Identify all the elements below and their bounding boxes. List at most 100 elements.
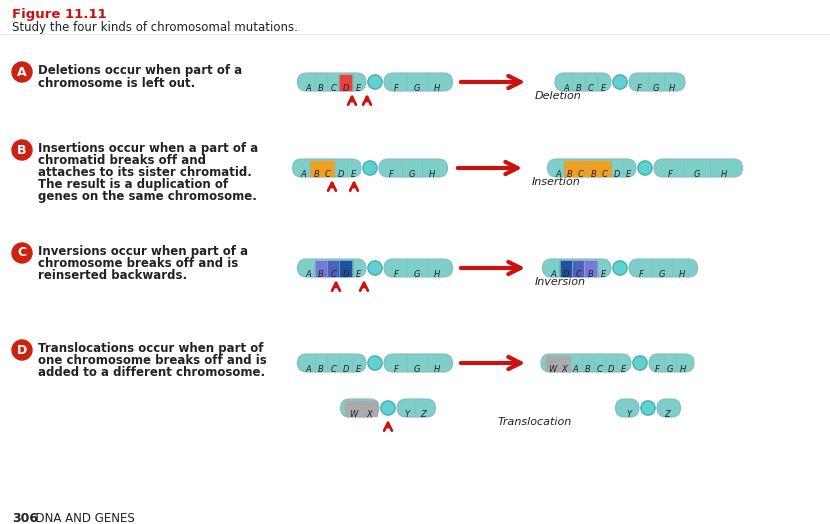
FancyBboxPatch shape	[379, 159, 447, 177]
Text: C: C	[330, 270, 336, 279]
Text: Z: Z	[665, 410, 671, 419]
Text: D: D	[343, 270, 349, 279]
FancyBboxPatch shape	[297, 259, 366, 277]
FancyBboxPatch shape	[555, 73, 611, 91]
FancyBboxPatch shape	[384, 354, 452, 372]
FancyBboxPatch shape	[654, 159, 743, 177]
Text: D: D	[338, 170, 344, 179]
Text: W: W	[349, 410, 358, 419]
Text: A: A	[305, 84, 311, 93]
Circle shape	[368, 261, 382, 275]
Circle shape	[381, 401, 395, 415]
Text: D: D	[563, 270, 569, 279]
Text: H: H	[429, 170, 436, 179]
Text: Insertions occur when a part of a: Insertions occur when a part of a	[38, 142, 258, 155]
Text: E: E	[621, 365, 626, 374]
Text: X: X	[561, 365, 567, 374]
FancyBboxPatch shape	[297, 354, 366, 372]
Text: Y: Y	[627, 410, 632, 419]
Circle shape	[368, 356, 382, 370]
Text: genes on the same chromosome.: genes on the same chromosome.	[38, 190, 256, 203]
Text: chromosome breaks off and is: chromosome breaks off and is	[38, 257, 238, 270]
Text: F: F	[655, 365, 660, 374]
Text: Insertion: Insertion	[532, 177, 581, 187]
Text: Z: Z	[420, 410, 426, 419]
FancyBboxPatch shape	[541, 354, 631, 372]
Text: G: G	[694, 170, 701, 179]
Text: H: H	[434, 84, 441, 93]
Text: chromosome is left out.: chromosome is left out.	[38, 77, 195, 90]
Text: B: B	[318, 365, 324, 374]
Text: added to a different chromosome.: added to a different chromosome.	[38, 366, 265, 379]
Text: F: F	[394, 270, 399, 279]
FancyBboxPatch shape	[297, 73, 366, 91]
Text: D: D	[343, 365, 349, 374]
FancyBboxPatch shape	[340, 399, 379, 417]
Text: B  C: B C	[568, 170, 584, 179]
Text: H: H	[669, 84, 675, 93]
Text: 306: 306	[12, 512, 38, 524]
Circle shape	[638, 161, 652, 175]
Text: G: G	[413, 365, 420, 374]
FancyBboxPatch shape	[616, 399, 639, 417]
Text: F: F	[637, 84, 642, 93]
FancyBboxPatch shape	[543, 259, 611, 277]
Text: E: E	[355, 270, 360, 279]
Bar	[588, 160, 611, 176]
Circle shape	[12, 140, 32, 160]
Text: F: F	[639, 270, 644, 279]
Circle shape	[613, 261, 627, 275]
Text: B: B	[318, 84, 324, 93]
Bar	[558, 355, 569, 370]
Text: Deletions occur when part of a: Deletions occur when part of a	[38, 64, 242, 77]
Text: Deletion: Deletion	[535, 91, 582, 101]
Text: E: E	[355, 365, 360, 374]
Text: D: D	[17, 344, 27, 356]
Bar	[339, 74, 352, 90]
Text: D: D	[608, 365, 614, 374]
Text: A: A	[555, 170, 561, 179]
Text: H: H	[434, 365, 441, 374]
Bar	[339, 260, 352, 276]
Text: Figure 11.11: Figure 11.11	[12, 8, 106, 21]
Text: B: B	[575, 84, 581, 93]
Text: one chromosome breaks off and is: one chromosome breaks off and is	[38, 354, 266, 367]
Text: D: D	[343, 84, 349, 93]
Text: C: C	[17, 246, 27, 259]
Text: H: H	[679, 270, 686, 279]
Text: A: A	[17, 66, 27, 79]
Circle shape	[12, 62, 32, 82]
FancyBboxPatch shape	[629, 259, 697, 277]
Text: B: B	[17, 144, 27, 157]
Circle shape	[613, 75, 627, 89]
Circle shape	[12, 243, 32, 263]
Text: attaches to its sister chromatid.: attaches to its sister chromatid.	[38, 166, 251, 179]
Bar	[310, 160, 334, 176]
Text: G: G	[413, 270, 420, 279]
Circle shape	[641, 401, 655, 415]
Bar	[546, 355, 558, 370]
Text: The result is a duplication of: The result is a duplication of	[38, 178, 228, 191]
Bar	[559, 260, 572, 276]
Text: Y: Y	[404, 410, 410, 419]
Bar	[361, 400, 377, 416]
Text: D: D	[613, 170, 620, 179]
Text: E: E	[350, 170, 355, 179]
Text: F: F	[389, 170, 394, 179]
Text: A: A	[573, 365, 579, 374]
Text: B: B	[588, 270, 593, 279]
Text: Inversions occur when part of a: Inversions occur when part of a	[38, 245, 248, 258]
Bar	[315, 260, 327, 276]
Text: B  C: B C	[591, 170, 608, 179]
Text: B: B	[584, 365, 590, 374]
Text: E: E	[626, 170, 631, 179]
Text: H: H	[721, 170, 727, 179]
Text: H: H	[680, 365, 686, 374]
Text: G: G	[652, 84, 659, 93]
Text: C: C	[597, 365, 603, 374]
Circle shape	[12, 340, 32, 360]
FancyBboxPatch shape	[657, 399, 681, 417]
Text: C: C	[330, 84, 336, 93]
Text: A: A	[300, 170, 306, 179]
Text: Translocations occur when part of: Translocations occur when part of	[38, 342, 263, 355]
